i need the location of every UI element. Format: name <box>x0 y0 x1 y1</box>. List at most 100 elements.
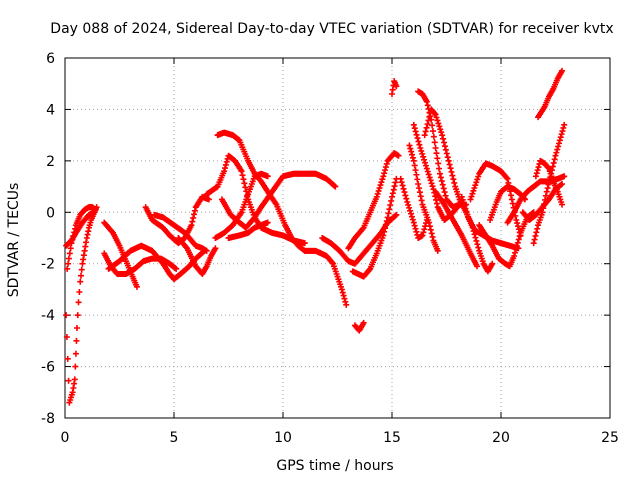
data-point <box>405 201 412 208</box>
data-point <box>73 337 80 344</box>
data-point <box>426 219 433 226</box>
data-point <box>386 206 393 213</box>
series-track-15 <box>319 211 400 267</box>
data-point <box>467 196 474 203</box>
data-point <box>448 168 455 175</box>
data-point <box>433 114 440 121</box>
y-tick-label: 2 <box>46 154 55 170</box>
data-point <box>460 199 467 206</box>
data-point <box>264 219 271 226</box>
data-point <box>63 312 70 319</box>
series-track-28 <box>476 209 537 270</box>
data-point <box>436 123 443 130</box>
data-point <box>64 355 71 362</box>
data-point <box>470 187 477 194</box>
series-track-16 <box>345 150 402 252</box>
y-tick-label: -2 <box>41 257 55 273</box>
y-tick-label: -6 <box>41 360 55 376</box>
data-point <box>423 165 430 172</box>
data-point <box>417 145 424 151</box>
series-track-33 <box>535 67 566 121</box>
series-track-10 <box>203 152 308 247</box>
data-point <box>400 185 407 192</box>
data-point <box>66 250 73 257</box>
data-point <box>433 200 440 207</box>
data-point <box>472 234 479 241</box>
data-point <box>417 193 424 200</box>
chart-title: Day 088 of 2024, Sidereal Day-to-day VTE… <box>50 21 613 37</box>
data-point <box>445 157 452 164</box>
data-point <box>551 156 558 163</box>
data-point <box>414 176 421 183</box>
data-point <box>399 182 406 189</box>
data-point <box>432 111 439 118</box>
data-point <box>393 83 400 90</box>
data-point <box>414 135 421 142</box>
data-point <box>411 125 418 132</box>
data-point <box>428 230 435 237</box>
y-tick-label: 6 <box>46 51 55 67</box>
data-point <box>425 171 432 178</box>
series-track-11 <box>214 129 350 308</box>
data-point <box>449 172 456 179</box>
data-point <box>407 145 414 152</box>
data-point <box>475 173 482 180</box>
data-point <box>191 211 198 218</box>
data-point <box>408 213 415 220</box>
data-point <box>435 120 442 127</box>
data-point <box>222 161 229 168</box>
data-point <box>474 263 481 270</box>
data-point <box>342 298 349 305</box>
data-point <box>375 187 382 194</box>
data-point <box>442 192 449 199</box>
data-point <box>560 124 567 131</box>
data-point <box>475 244 482 251</box>
y-axis-label: SDTVAR / TECUs <box>6 183 22 298</box>
data-point <box>429 183 436 190</box>
data-point <box>430 133 437 140</box>
x-tick-label: 5 <box>170 430 179 446</box>
data-point <box>212 245 219 252</box>
data-points <box>63 67 568 406</box>
data-point <box>549 167 556 174</box>
series-track-34 <box>519 181 566 223</box>
series-track-4 <box>101 219 140 290</box>
series-track-8 <box>151 211 210 254</box>
data-point <box>513 243 520 250</box>
data-point <box>515 223 522 230</box>
data-point <box>413 131 420 138</box>
data-point <box>543 188 550 195</box>
data-point <box>173 265 180 272</box>
data-point <box>222 165 229 172</box>
x-tick-label: 0 <box>61 430 70 446</box>
data-point <box>468 193 475 200</box>
data-point <box>433 196 440 203</box>
data-point <box>424 102 431 109</box>
data-point <box>441 143 448 150</box>
data-point <box>458 193 465 200</box>
data-point <box>561 121 568 128</box>
series-track-25 <box>432 188 481 270</box>
data-point <box>511 253 518 259</box>
data-point <box>473 179 480 186</box>
y-tick-label: -8 <box>41 411 55 427</box>
data-point <box>410 157 417 164</box>
data-point <box>420 229 427 236</box>
data-point <box>418 197 425 204</box>
data-point <box>516 233 523 240</box>
data-point <box>429 128 436 135</box>
data-point <box>366 266 373 273</box>
data-point <box>514 220 521 227</box>
data-point <box>407 207 414 214</box>
data-point <box>409 154 416 161</box>
x-tick-label: 20 <box>492 430 510 446</box>
data-point <box>412 167 419 174</box>
data-point <box>383 218 390 225</box>
data-point <box>556 137 563 144</box>
series-track-19 <box>389 78 400 97</box>
data-point <box>434 155 441 162</box>
series-track-13 <box>218 170 339 231</box>
data-point <box>421 226 428 233</box>
data-point <box>191 207 198 214</box>
